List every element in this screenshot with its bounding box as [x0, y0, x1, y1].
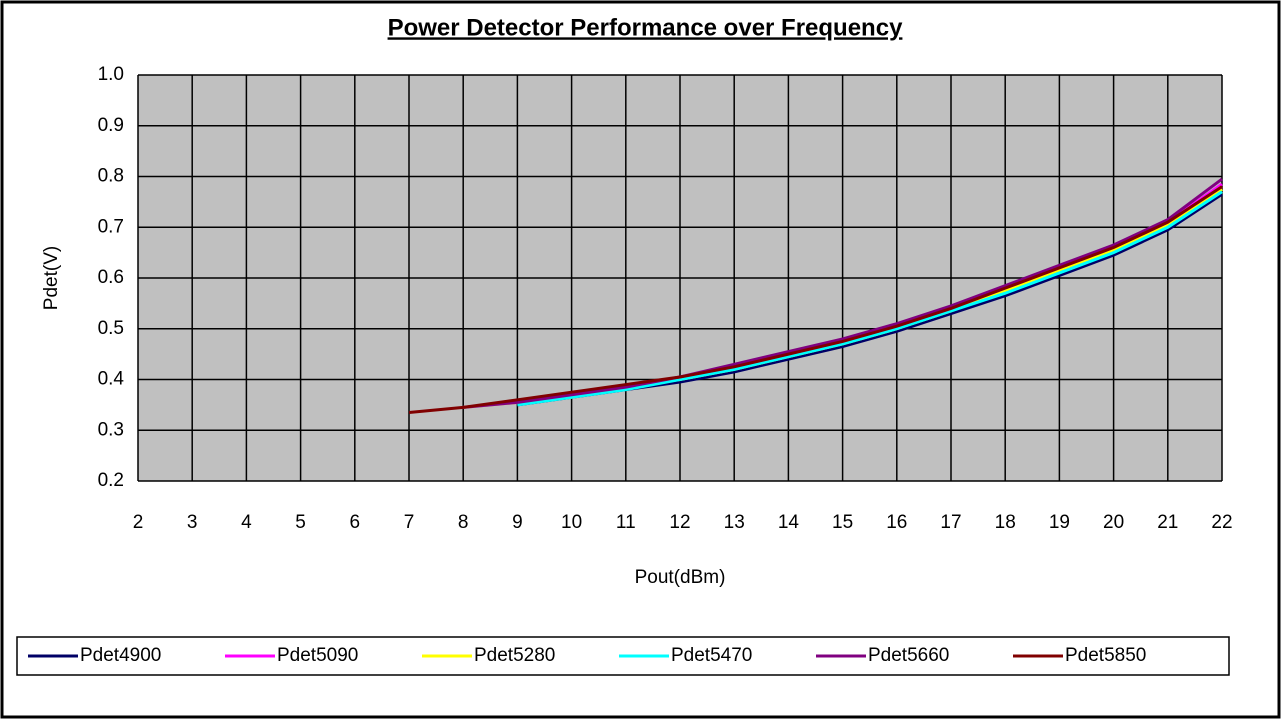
x-tick-label: 22 — [1211, 512, 1232, 533]
series-line — [408, 185, 1223, 414]
y-tick-label: 0.7 — [98, 216, 124, 237]
series-line — [463, 177, 1223, 409]
y-tick-label: 0.2 — [98, 470, 124, 491]
x-tick-label: 15 — [832, 512, 853, 533]
x-tick-label: 6 — [350, 512, 361, 533]
legend-label: Pdet5660 — [868, 645, 949, 666]
y-tick-label: 1.0 — [98, 64, 124, 85]
x-tick-label: 11 — [616, 512, 636, 533]
y-axis-label: Pdet(V) — [41, 246, 62, 310]
y-tick-label: 0.5 — [98, 318, 124, 339]
y-tick-label: 0.3 — [98, 419, 124, 440]
x-tick-label: 16 — [886, 512, 907, 533]
x-tick-label: 9 — [512, 512, 523, 533]
x-tick-label: 14 — [778, 512, 800, 533]
legend-label: Pdet4900 — [80, 645, 161, 666]
x-tick-label: 19 — [1049, 512, 1070, 533]
legend-label: Pdet5090 — [277, 645, 358, 666]
x-tick-label: 10 — [561, 512, 582, 533]
y-tick-label: 0.9 — [98, 115, 124, 136]
y-tick-label: 0.4 — [98, 369, 125, 390]
x-axis-label: Pout(dBm) — [635, 567, 726, 588]
x-tick-label: 5 — [295, 512, 306, 533]
legend-label: Pdet5470 — [671, 645, 752, 666]
x-tick-label: 21 — [1157, 512, 1178, 533]
x-tick-label: 18 — [995, 512, 1016, 533]
x-tick-label: 13 — [724, 512, 745, 533]
x-tick-label: 8 — [458, 512, 469, 533]
legend-label: Pdet5850 — [1065, 645, 1146, 666]
x-tick-label: 3 — [187, 512, 198, 533]
series-line — [517, 190, 1223, 407]
legend-label: Pdet5280 — [474, 645, 555, 666]
x-tick-label: 7 — [404, 512, 415, 533]
x-tick-label: 12 — [669, 512, 690, 533]
x-tick-label: 2 — [133, 512, 144, 533]
x-tick-label: 17 — [940, 512, 961, 533]
x-tick-label: 4 — [241, 512, 252, 533]
chart-title: Power Detector Performance over Frequenc… — [388, 14, 904, 41]
x-tick-label: 20 — [1103, 512, 1124, 533]
y-tick-label: 0.6 — [98, 267, 124, 288]
y-tick-label: 0.8 — [98, 166, 124, 187]
